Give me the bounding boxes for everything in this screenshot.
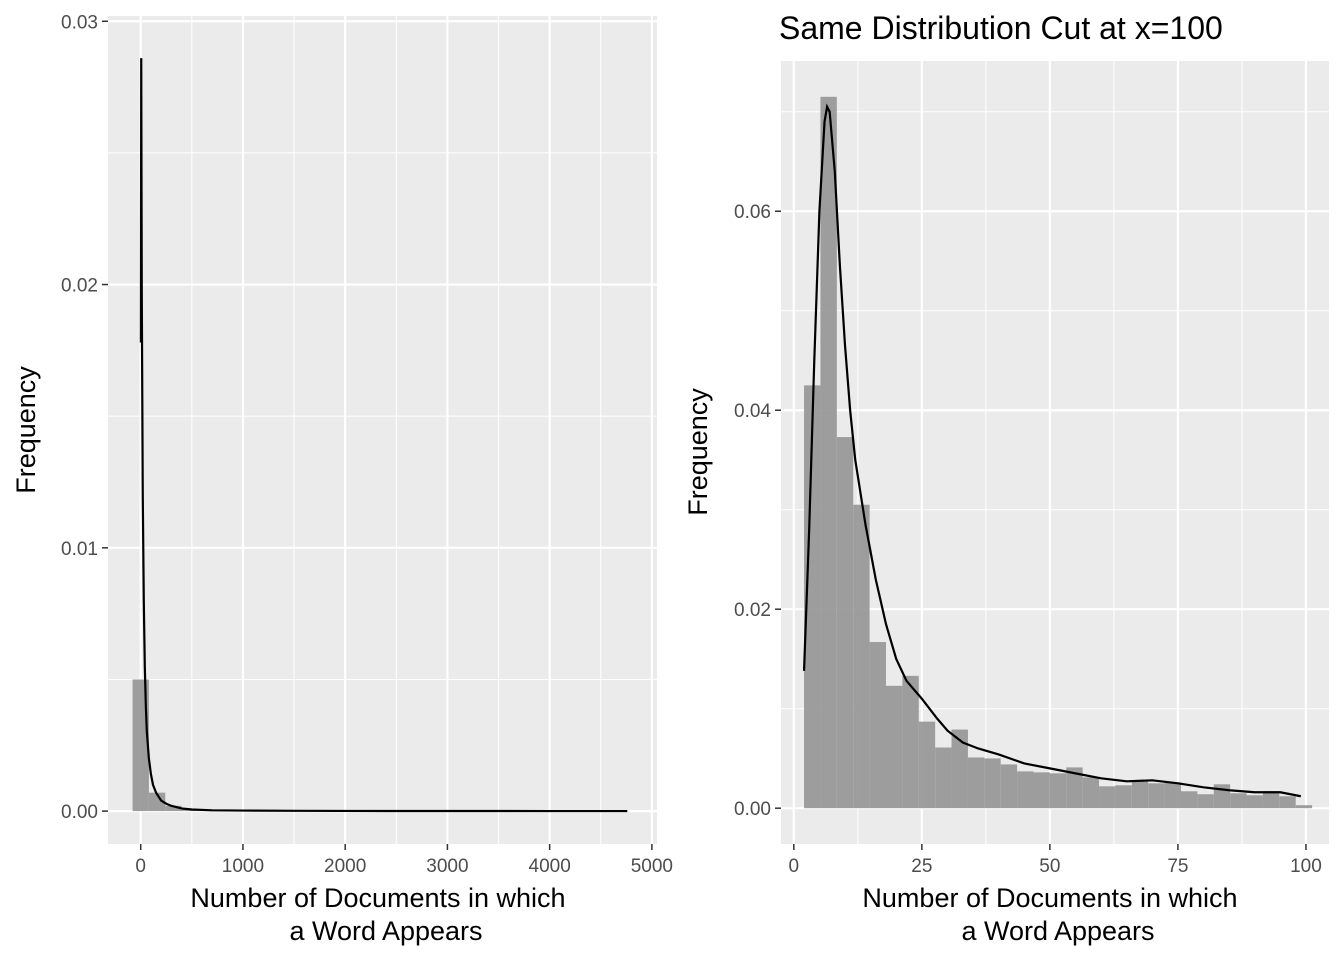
right-x-tick-label-2: 50 <box>1039 856 1060 877</box>
left-x-tick-label-5: 5000 <box>631 856 673 877</box>
right-histogram-bar-29 <box>1279 796 1296 809</box>
right-histogram-bar-21 <box>1148 783 1165 809</box>
right-histogram-bar-23 <box>1180 791 1198 809</box>
right-histogram-bar-1 <box>820 96 837 809</box>
right-histogram-bar-4 <box>869 642 886 809</box>
left-histogram-bar-2 <box>165 805 182 812</box>
left-y-tick-label-3: 0.03 <box>61 12 98 33</box>
right-histogram-bar-24 <box>1197 794 1214 809</box>
right-x-tick-label-4: 100 <box>1290 856 1322 877</box>
right-x-axis-title-line-1: Number of Documents in which <box>862 883 1237 913</box>
left-histogram-bar-0 <box>132 679 149 812</box>
right-chart: 0 25 50 75 100 0.00 0.02 0.04 0.06 Same Distribu… <box>683 10 1329 946</box>
left-x-tick-label-3: 3000 <box>426 856 468 877</box>
right-histogram-bar-15 <box>1049 773 1067 809</box>
right-x-tick-label-3: 75 <box>1167 856 1188 877</box>
right-histogram-bar-30 <box>1295 805 1313 809</box>
right-histogram-bar-0 <box>804 385 821 809</box>
right-x-tick-label-0: 0 <box>789 856 800 877</box>
left-x-tick-label-4: 4000 <box>529 856 571 877</box>
left-y-tick-label-2: 0.02 <box>61 276 98 297</box>
right-histogram-bar-6 <box>902 675 919 809</box>
left-x-axis-title-line-1: Number of Documents in which <box>190 883 565 913</box>
right-x-axis-title-line-2: a Word Appears <box>961 916 1154 946</box>
right-histogram <box>804 96 1313 809</box>
right-histogram-bar-14 <box>1033 772 1050 809</box>
right-y-tick-label-0: 0.00 <box>734 799 771 820</box>
left-histogram-bar-1 <box>148 792 166 812</box>
right-histogram-bar-5 <box>885 685 903 809</box>
right-histogram-bar-20 <box>1131 781 1149 809</box>
right-histogram-bar-13 <box>1017 771 1034 809</box>
left-x-tick-label-2: 2000 <box>324 856 366 877</box>
right-title: Same Distribution Cut at x=100 <box>779 10 1223 46</box>
right-grid <box>781 61 1329 844</box>
left-density-curve <box>139 58 628 813</box>
left-y-axis-title: Frequency <box>11 366 41 494</box>
right-histogram-bar-12 <box>1000 764 1018 809</box>
left-x-tick-label-0: 0 <box>135 856 146 877</box>
left-y-tick-label-1: 0.01 <box>61 539 98 560</box>
right-histogram-bar-3 <box>853 504 870 809</box>
left-chart: 0 1000 2000 3000 4000 5000 0.00 0.01 0.02 0.03 Fr… <box>11 12 673 946</box>
right-histogram-bar-27 <box>1246 795 1263 809</box>
right-y-axis-title: Frequency <box>683 388 713 516</box>
right-histogram-bar-26 <box>1230 793 1247 809</box>
right-histogram-bar-22 <box>1164 782 1181 809</box>
left-axis-ticks: 0 1000 2000 3000 4000 5000 0.00 0.01 0.02 0.03 <box>61 12 673 877</box>
right-y-tick-label-3: 0.06 <box>734 202 771 223</box>
right-histogram-bar-16 <box>1066 767 1083 809</box>
left-grid <box>108 16 657 844</box>
right-histogram-bar-10 <box>967 757 985 809</box>
right-y-tick-label-1: 0.02 <box>734 600 771 621</box>
right-histogram-bar-8 <box>935 747 952 809</box>
right-density-curve <box>802 103 1302 798</box>
left-y-tick-label-0: 0.00 <box>61 802 98 823</box>
right-y-tick-label-2: 0.04 <box>734 401 771 422</box>
left-panel-background <box>108 16 657 844</box>
right-histogram-bar-2 <box>836 437 854 809</box>
right-histogram-bar-18 <box>1099 786 1116 809</box>
right-histogram-bar-11 <box>984 758 1001 809</box>
right-histogram-bar-7 <box>918 721 936 809</box>
left-x-tick-label-1: 1000 <box>222 856 264 877</box>
right-histogram-bar-9 <box>951 729 968 809</box>
right-histogram-bar-17 <box>1082 777 1100 809</box>
right-histogram-bar-28 <box>1262 791 1280 809</box>
left-x-axis-title-line-2: a Word Appears <box>289 916 482 946</box>
right-axis-ticks: 0 25 50 75 100 0.00 0.02 0.04 0.06 <box>734 202 1322 877</box>
right-histogram-bar-19 <box>1115 785 1132 809</box>
right-x-tick-label-1: 25 <box>911 856 932 877</box>
